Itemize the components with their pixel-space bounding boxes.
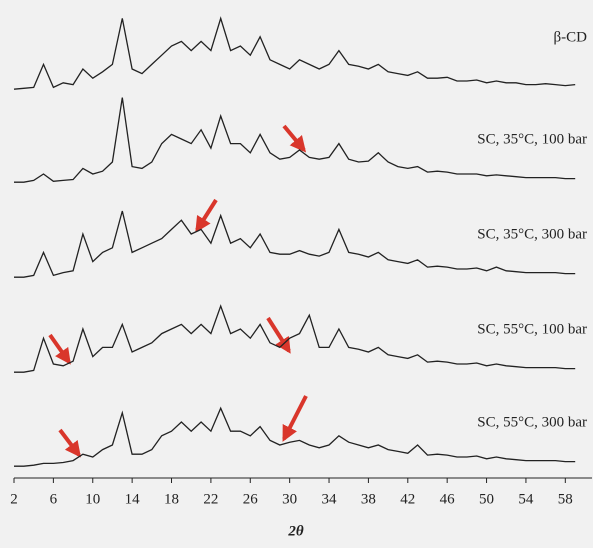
trace-label: SC, 35°C, 300 bar [477,226,587,242]
x-tick-label: 22 [203,491,218,507]
x-axis-label: 2θ [287,523,304,539]
xrd-trace [14,97,576,183]
arrow [282,124,307,153]
x-tick-label: 42 [400,491,415,507]
trace-label: SC, 55°C, 300 bar [477,414,587,430]
trace-label: β-CD [554,29,588,45]
x-tick-label: 34 [322,491,338,507]
xrd-trace [13,16,576,90]
annotation-arrows [48,124,308,458]
x-tick-label: 38 [361,491,376,507]
x-tick-label: 6 [50,491,58,507]
x-tick-label: 26 [243,491,259,507]
x-tick-label: 50 [479,491,494,507]
arrow [58,428,81,458]
x-tick-label: 2 [10,491,18,507]
x-tick-label: 54 [518,491,534,507]
xrd-trace [14,210,576,278]
xrd-trace [14,406,576,467]
trace-label: SC, 55°C, 100 bar [477,321,587,337]
arrow [266,316,291,354]
x-tick-label: 58 [558,491,573,507]
trace-label: SC, 35°C, 100 bar [477,131,587,147]
x-tick-label: 18 [164,491,179,507]
arrow [195,198,218,233]
x-tick-label: 46 [440,491,456,507]
arrow [282,395,308,442]
xrd-trace [14,304,576,373]
x-tick-label: 10 [85,491,100,507]
x-tick-label: 14 [125,491,141,507]
x-tick-label: 30 [282,491,297,507]
arrow [48,333,71,365]
